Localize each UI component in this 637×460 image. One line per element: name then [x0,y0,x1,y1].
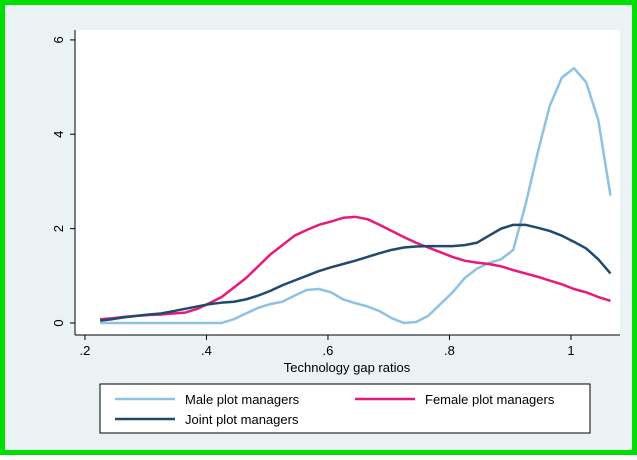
y-tick-label: 4 [51,131,66,138]
y-tick-label: 6 [51,36,66,43]
y-tick-label: 2 [51,225,66,232]
series-line [100,215,611,321]
x-tick-label: .8 [444,343,455,358]
x-tick-label: .4 [201,343,212,358]
series-line [100,66,612,325]
series-line [100,223,612,322]
legend-label: Female plot managers [425,392,555,407]
x-tick-label: .2 [80,343,91,358]
x-tick-label: .6 [323,343,334,358]
x-axis-label: Technology gap ratios [284,360,411,375]
y-tick-label: 0 [51,319,66,326]
legend [99,383,591,434]
legend-label: Male plot managers [185,392,300,407]
legend-label: Joint plot managers [185,412,299,427]
x-tick-label: 1 [567,343,574,358]
plot-area [75,30,620,335]
